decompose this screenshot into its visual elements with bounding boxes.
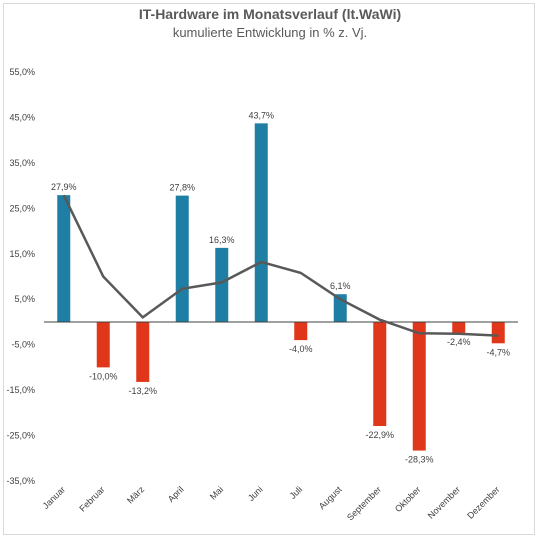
- x-axis: Januar Februar März April Mai Juni Juli August S…: [41, 484, 502, 523]
- x-tick-label: Juni: [246, 484, 265, 503]
- data-label: -10,0%: [89, 371, 118, 381]
- chart-frame: [3, 3, 535, 535]
- x-tick-label: September: [345, 484, 383, 522]
- x-tick-label: März: [125, 484, 147, 506]
- trend-line: [62, 194, 499, 337]
- y-tick-label: 25,0%: [9, 203, 35, 213]
- bar-november: [452, 321, 466, 333]
- y-tick-label: -35,0%: [6, 476, 35, 486]
- data-label: -2,4%: [447, 337, 471, 347]
- data-label: -28,3%: [405, 455, 434, 465]
- y-tick-label: 45,0%: [9, 112, 35, 122]
- data-label: -4,7%: [486, 347, 510, 357]
- bar-oktober: [412, 321, 426, 451]
- data-label: 16,3%: [209, 235, 235, 245]
- bar-mai: [215, 247, 229, 322]
- x-tick-label: Mai: [208, 484, 225, 501]
- bar-juli: [294, 321, 308, 341]
- bar-april: [175, 195, 189, 322]
- data-label: 43,7%: [248, 110, 274, 120]
- x-tick-label: April: [166, 484, 186, 504]
- data-label: -13,2%: [128, 386, 157, 396]
- x-tick-label: August: [317, 484, 344, 511]
- y-tick-label: 35,0%: [9, 158, 35, 168]
- data-label: 27,9%: [51, 182, 77, 192]
- x-tick-label: Juli: [288, 484, 305, 501]
- bar-september: [373, 321, 387, 427]
- chart-subtitle: kumulierte Entwicklung in % z. Vj.: [172, 25, 368, 40]
- x-tick-label: November: [426, 484, 462, 520]
- x-tick-label: Oktober: [393, 484, 423, 514]
- data-label: 6,1%: [330, 281, 351, 291]
- data-labels: 27,9% -10,0% -13,2% 27,8% 16,3% 43,7% -4,0% 6,1…: [51, 110, 510, 464]
- bar-dezember: [491, 321, 505, 344]
- y-tick-label: 15,0%: [9, 249, 35, 259]
- y-tick-label: -25,0%: [6, 431, 35, 441]
- y-tick-label: 55,0%: [9, 67, 35, 77]
- x-tick-label: Dezember: [465, 484, 501, 520]
- y-tick-label: -5,0%: [11, 340, 35, 350]
- data-label: -22,9%: [365, 430, 394, 440]
- y-axis: 55,0% 45,0% 35,0% 25,0% 15,0% 5,0% -5,0% -15,0%…: [6, 67, 35, 486]
- bar-februar: [96, 321, 110, 368]
- bars: [57, 123, 505, 451]
- data-label: 27,8%: [169, 183, 195, 193]
- x-tick-label: Januar: [41, 484, 68, 511]
- bar-januar: [57, 195, 71, 322]
- x-tick-label: Februar: [77, 484, 106, 513]
- y-tick-label: -15,0%: [6, 385, 35, 395]
- bar-juni: [254, 123, 268, 322]
- y-tick-label: 5,0%: [14, 294, 35, 304]
- chart-title: IT-Hardware im Monatsverlauf (lt.WaWi): [138, 6, 402, 22]
- data-label: -4,0%: [289, 344, 313, 354]
- bar-märz: [136, 321, 150, 382]
